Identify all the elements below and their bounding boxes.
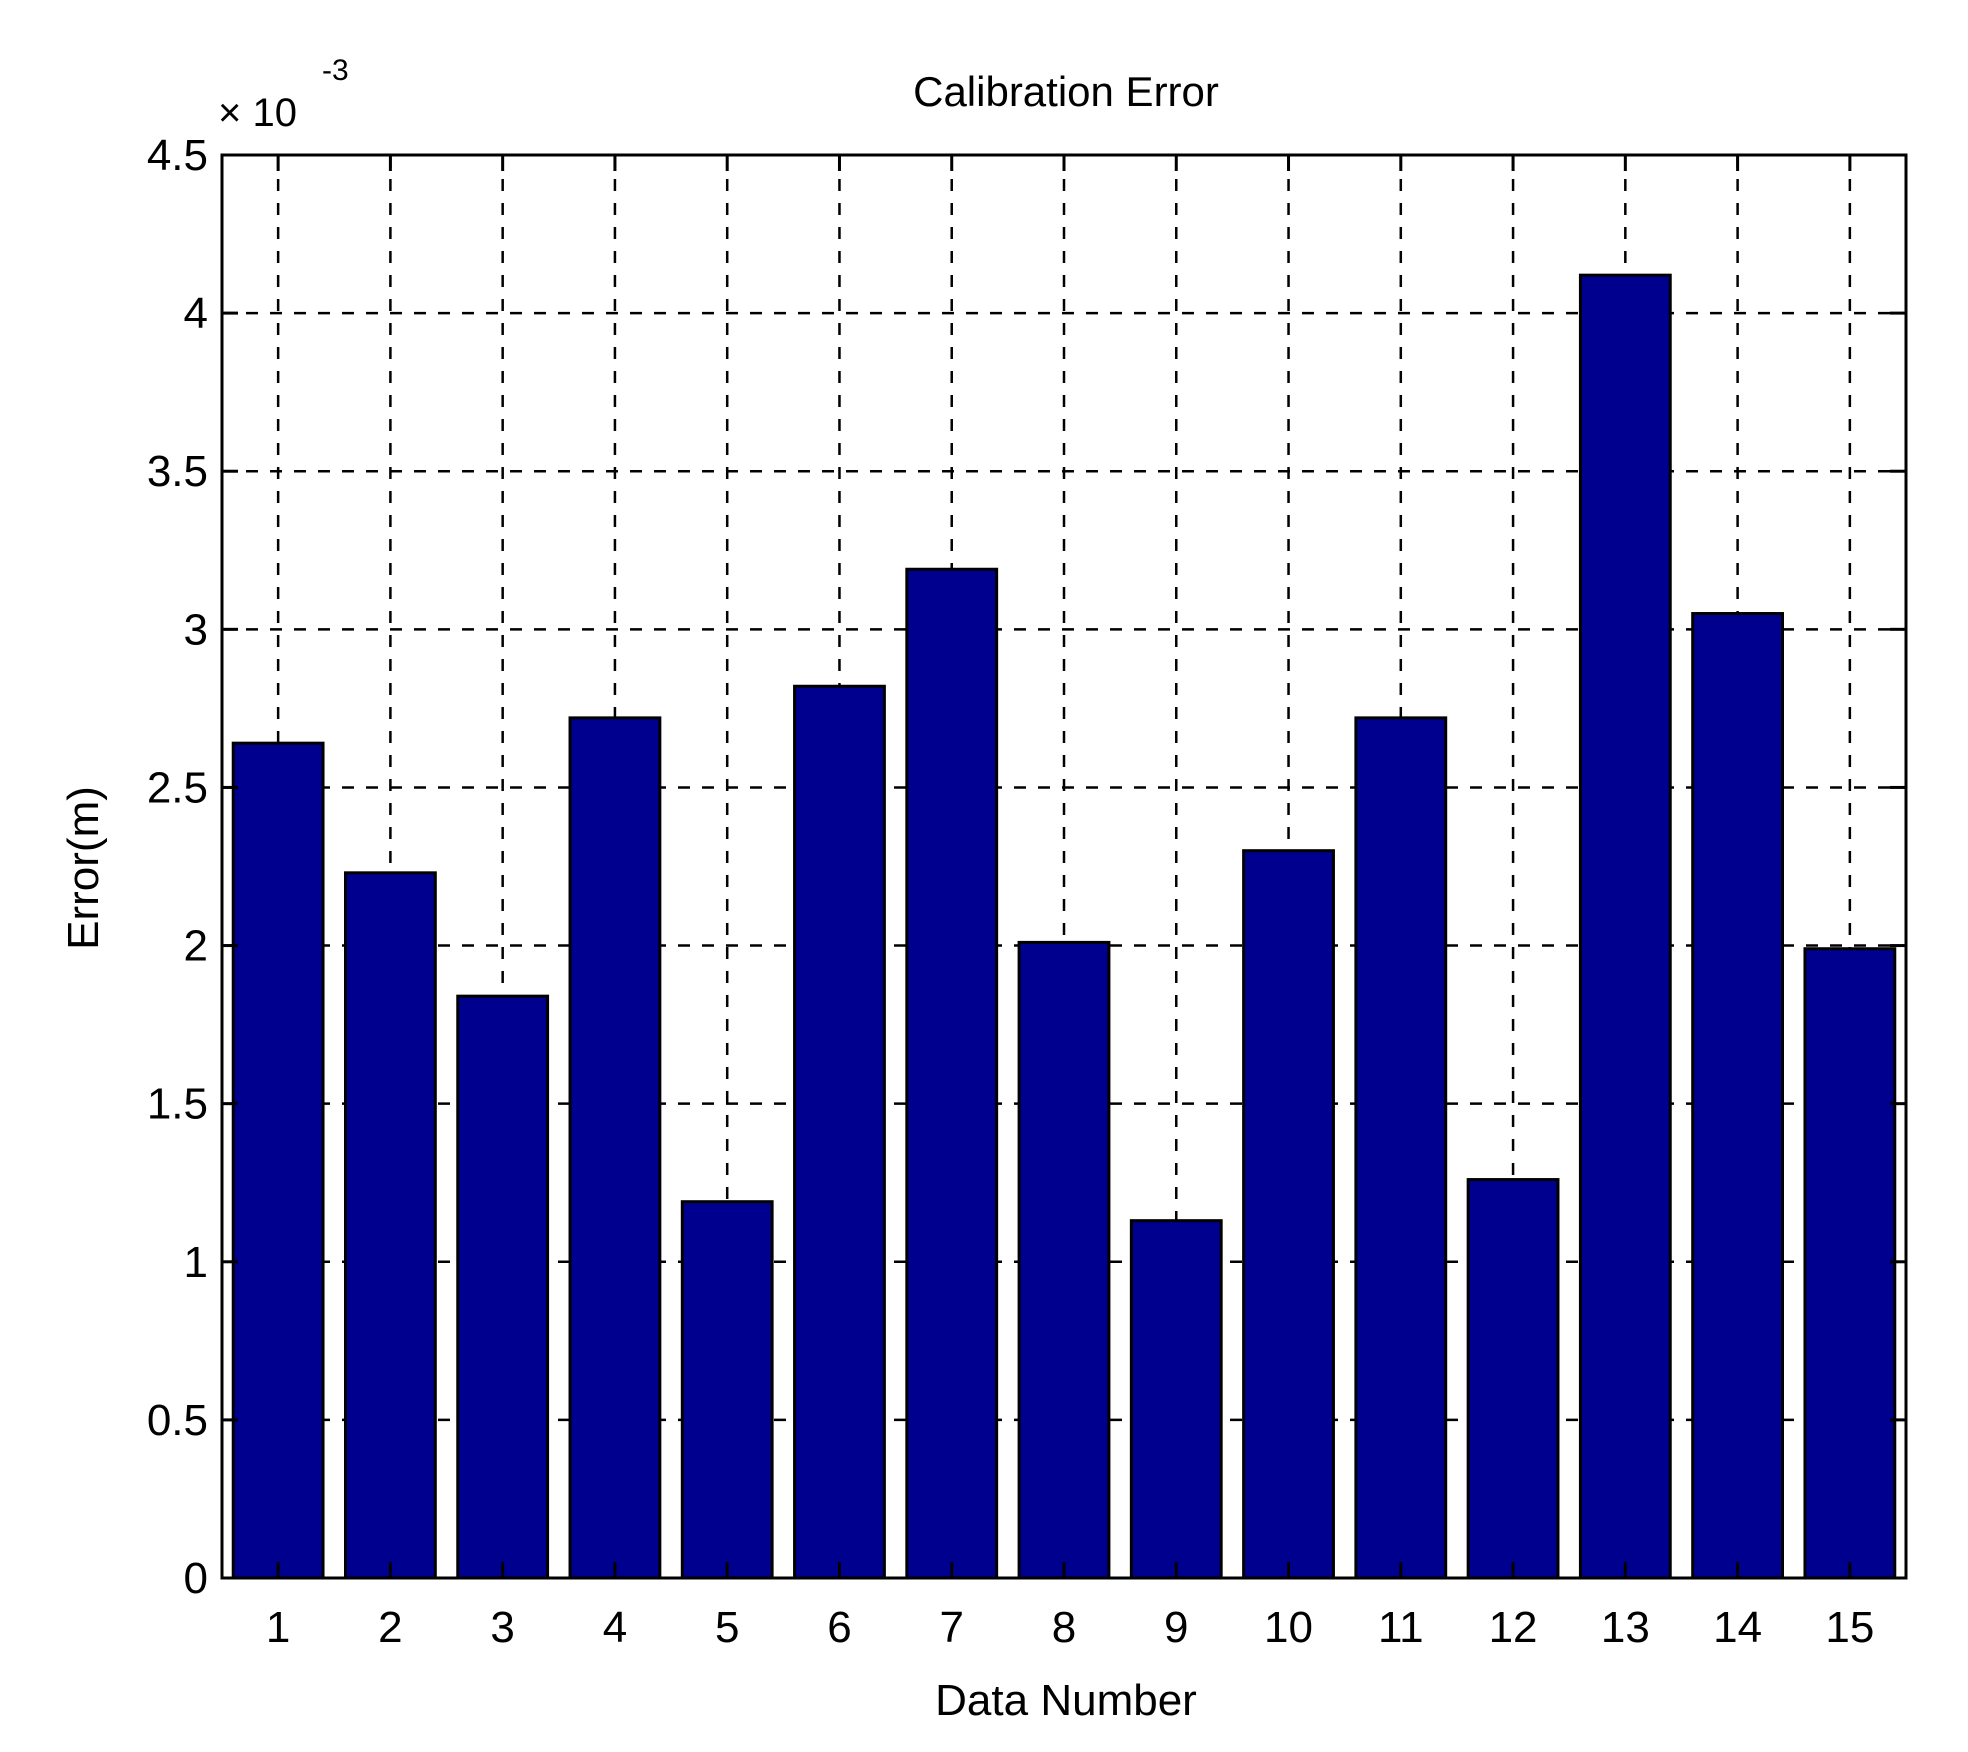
x-tick-label: 4 [603, 1603, 627, 1652]
bar-4 [568, 716, 662, 1580]
y-tick-label: 1 [184, 1238, 208, 1287]
y-tick-label: 0.5 [147, 1396, 208, 1445]
bar-11 [1354, 716, 1448, 1580]
y-tick-label: 0 [184, 1554, 208, 1603]
x-tick-label: 8 [1052, 1603, 1076, 1652]
x-tick-labels: 1 2 3 4 5 6 7 8 9 10 11 12 13 14 15 [266, 1603, 1874, 1652]
bar-5 [680, 1200, 774, 1580]
x-tick-label: 9 [1164, 1603, 1188, 1652]
bar-13 [1578, 273, 1672, 1580]
x-tick-label: 10 [1264, 1603, 1313, 1652]
bar-1 [231, 741, 325, 1580]
bars [231, 273, 1897, 1580]
y-tick-label: 3 [184, 605, 208, 654]
y-tick-label: 2.5 [147, 763, 208, 812]
y-tick-label: 4 [184, 289, 208, 338]
x-tick-label: 5 [715, 1603, 739, 1652]
x-tick-label: 7 [939, 1603, 963, 1652]
x-tick-label: 15 [1825, 1603, 1874, 1652]
bar-3 [456, 994, 550, 1580]
x-tick-label: 11 [1378, 1603, 1424, 1652]
bar-15 [1803, 947, 1897, 1580]
tick-marks [222, 153, 1906, 1580]
y-tick-label: 1.5 [147, 1080, 208, 1129]
x-tick-label: 14 [1713, 1603, 1762, 1652]
x-tick-label: 6 [827, 1603, 851, 1652]
y-tick-label: 4.5 [147, 131, 208, 180]
x-tick-label: 1 [266, 1603, 290, 1652]
bar-9 [1129, 1219, 1223, 1580]
chart-title: Calibration Error [913, 68, 1219, 115]
bar-8 [1017, 940, 1111, 1580]
y-tick-labels: 0 0.5 1 1.5 2 2.5 3 3.5 4 4.5 [147, 131, 208, 1603]
bar-2 [343, 871, 437, 1580]
bar-12 [1466, 1178, 1560, 1580]
y-multiplier-exponent: -3 [322, 54, 349, 87]
bar-10 [1242, 849, 1335, 1580]
y-tick-label: 2 [184, 922, 208, 971]
x-axis-label: Data Number [935, 1676, 1197, 1725]
y-axis-label: Error(m) [59, 786, 108, 950]
bar-6 [793, 684, 886, 1580]
x-tick-label: 13 [1601, 1603, 1650, 1652]
x-tick-label: 2 [378, 1603, 402, 1652]
x-tick-label: 12 [1489, 1603, 1538, 1652]
y-tick-label: 3.5 [147, 447, 208, 496]
x-tick-label: 3 [490, 1603, 514, 1652]
bar-7 [905, 567, 999, 1580]
bar-14 [1691, 612, 1785, 1580]
y-multiplier-base: × 10 [218, 91, 297, 135]
